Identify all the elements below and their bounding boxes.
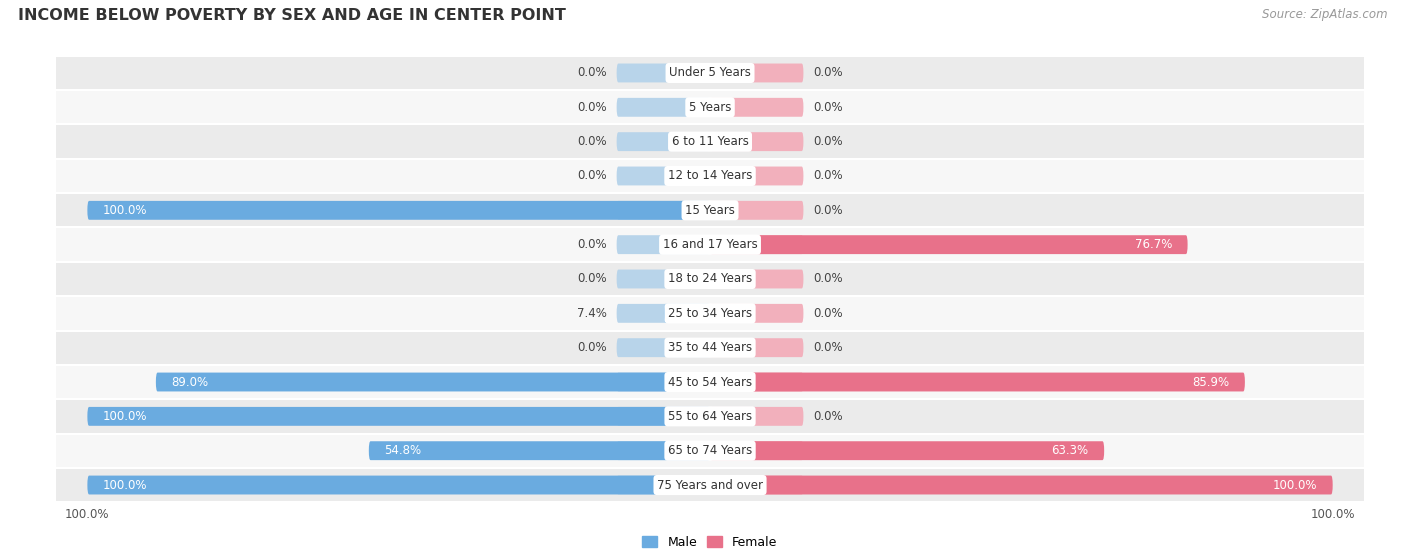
FancyBboxPatch shape xyxy=(617,338,710,357)
Text: 0.0%: 0.0% xyxy=(578,170,607,182)
Bar xyxy=(56,56,1364,90)
Text: 85.9%: 85.9% xyxy=(1192,376,1229,388)
Text: 15 Years: 15 Years xyxy=(685,204,735,217)
Text: INCOME BELOW POVERTY BY SEX AND AGE IN CENTER POINT: INCOME BELOW POVERTY BY SEX AND AGE IN C… xyxy=(18,8,567,23)
FancyBboxPatch shape xyxy=(710,441,803,460)
FancyBboxPatch shape xyxy=(87,407,710,426)
Text: Source: ZipAtlas.com: Source: ZipAtlas.com xyxy=(1263,8,1388,21)
FancyBboxPatch shape xyxy=(87,475,710,494)
Text: 35 to 44 Years: 35 to 44 Years xyxy=(668,341,752,354)
Text: 6 to 11 Years: 6 to 11 Years xyxy=(672,135,748,148)
FancyBboxPatch shape xyxy=(617,441,710,460)
Bar xyxy=(56,296,1364,330)
Text: 100.0%: 100.0% xyxy=(1272,479,1317,492)
FancyBboxPatch shape xyxy=(710,132,803,151)
FancyBboxPatch shape xyxy=(617,270,710,288)
Text: 100.0%: 100.0% xyxy=(103,479,148,492)
Text: 0.0%: 0.0% xyxy=(578,101,607,114)
FancyBboxPatch shape xyxy=(664,304,710,323)
FancyBboxPatch shape xyxy=(710,304,803,323)
FancyBboxPatch shape xyxy=(617,132,710,151)
Text: 0.0%: 0.0% xyxy=(578,341,607,354)
Text: Under 5 Years: Under 5 Years xyxy=(669,66,751,79)
Text: 100.0%: 100.0% xyxy=(103,204,148,217)
FancyBboxPatch shape xyxy=(710,407,803,426)
FancyBboxPatch shape xyxy=(710,475,803,494)
Text: 7.4%: 7.4% xyxy=(578,307,607,320)
Text: 75 Years and over: 75 Years and over xyxy=(657,479,763,492)
FancyBboxPatch shape xyxy=(710,201,803,220)
Text: 0.0%: 0.0% xyxy=(813,307,842,320)
Text: 65 to 74 Years: 65 to 74 Years xyxy=(668,444,752,457)
Text: 0.0%: 0.0% xyxy=(578,135,607,148)
FancyBboxPatch shape xyxy=(87,201,710,220)
FancyBboxPatch shape xyxy=(710,235,803,254)
Text: 55 to 64 Years: 55 to 64 Years xyxy=(668,410,752,423)
FancyBboxPatch shape xyxy=(617,64,710,83)
Bar xyxy=(56,434,1364,468)
Text: 16 and 17 Years: 16 and 17 Years xyxy=(662,238,758,251)
Bar xyxy=(56,365,1364,399)
Legend: Male, Female: Male, Female xyxy=(637,531,783,554)
FancyBboxPatch shape xyxy=(617,373,710,392)
Text: 0.0%: 0.0% xyxy=(813,341,842,354)
FancyBboxPatch shape xyxy=(710,373,1244,392)
FancyBboxPatch shape xyxy=(710,98,803,117)
FancyBboxPatch shape xyxy=(617,166,710,185)
Text: 0.0%: 0.0% xyxy=(813,170,842,182)
Text: 0.0%: 0.0% xyxy=(813,66,842,79)
Text: 54.8%: 54.8% xyxy=(384,444,422,457)
FancyBboxPatch shape xyxy=(710,338,803,357)
Bar xyxy=(56,193,1364,228)
Bar xyxy=(56,159,1364,193)
Text: 0.0%: 0.0% xyxy=(813,204,842,217)
Bar xyxy=(56,330,1364,365)
Text: 0.0%: 0.0% xyxy=(813,101,842,114)
Text: 63.3%: 63.3% xyxy=(1052,444,1088,457)
Bar xyxy=(56,399,1364,434)
FancyBboxPatch shape xyxy=(710,270,803,288)
FancyBboxPatch shape xyxy=(710,373,803,392)
Text: 5 Years: 5 Years xyxy=(689,101,731,114)
Text: 0.0%: 0.0% xyxy=(578,272,607,286)
Text: 100.0%: 100.0% xyxy=(103,410,148,423)
Text: 12 to 14 Years: 12 to 14 Years xyxy=(668,170,752,182)
FancyBboxPatch shape xyxy=(710,475,1333,494)
Text: 0.0%: 0.0% xyxy=(813,135,842,148)
Text: 0.0%: 0.0% xyxy=(813,272,842,286)
FancyBboxPatch shape xyxy=(710,166,803,185)
FancyBboxPatch shape xyxy=(617,407,710,426)
FancyBboxPatch shape xyxy=(710,235,1188,254)
FancyBboxPatch shape xyxy=(368,441,710,460)
Text: 0.0%: 0.0% xyxy=(578,238,607,251)
Text: 45 to 54 Years: 45 to 54 Years xyxy=(668,376,752,388)
Text: 0.0%: 0.0% xyxy=(813,410,842,423)
FancyBboxPatch shape xyxy=(617,235,710,254)
FancyBboxPatch shape xyxy=(710,441,1104,460)
Text: 25 to 34 Years: 25 to 34 Years xyxy=(668,307,752,320)
Bar xyxy=(56,228,1364,262)
FancyBboxPatch shape xyxy=(710,64,803,83)
FancyBboxPatch shape xyxy=(617,98,710,117)
Bar xyxy=(56,262,1364,296)
Bar xyxy=(56,124,1364,159)
FancyBboxPatch shape xyxy=(617,475,710,494)
FancyBboxPatch shape xyxy=(617,304,710,323)
Text: 89.0%: 89.0% xyxy=(172,376,208,388)
Bar xyxy=(56,468,1364,502)
FancyBboxPatch shape xyxy=(156,373,710,392)
Bar xyxy=(56,90,1364,124)
FancyBboxPatch shape xyxy=(617,201,710,220)
Text: 76.7%: 76.7% xyxy=(1135,238,1173,251)
Text: 0.0%: 0.0% xyxy=(578,66,607,79)
Text: 18 to 24 Years: 18 to 24 Years xyxy=(668,272,752,286)
